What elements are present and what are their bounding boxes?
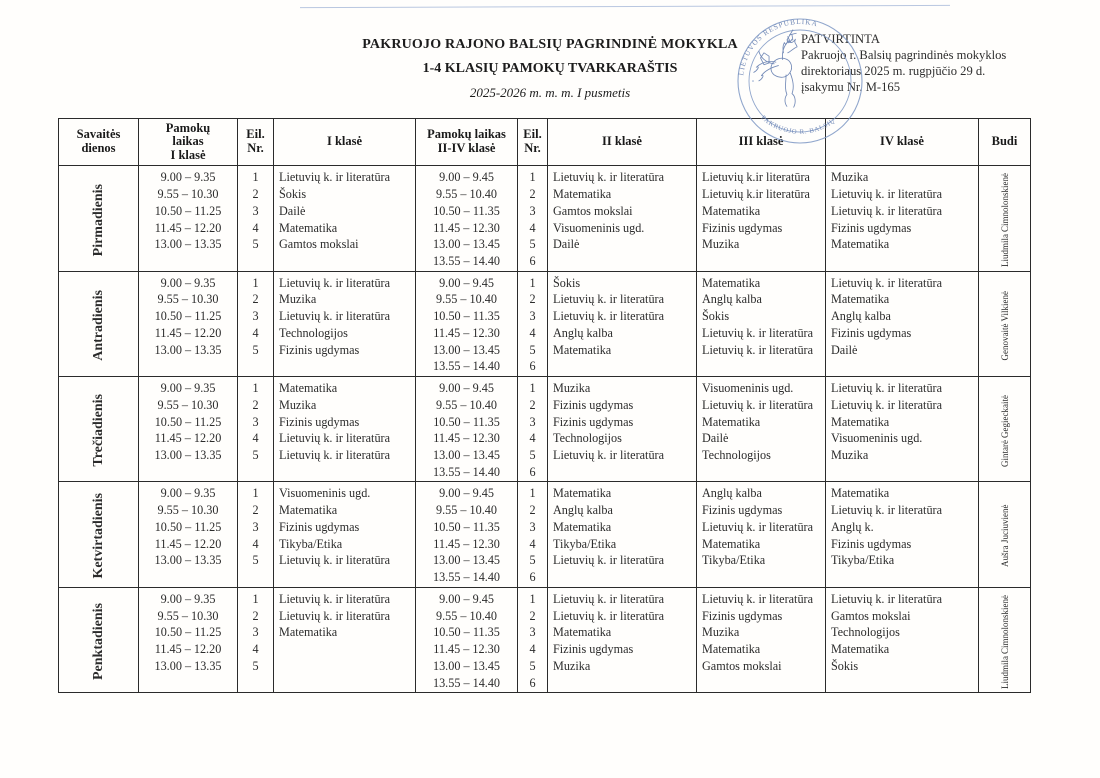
svg-text:PAKRUOJO R. BALSIŲ: PAKRUOJO R. BALSIŲ [759,114,837,135]
svg-text:LIETUVOS RESPUBLIKA: LIETUVOS RESPUBLIKA [736,17,819,76]
